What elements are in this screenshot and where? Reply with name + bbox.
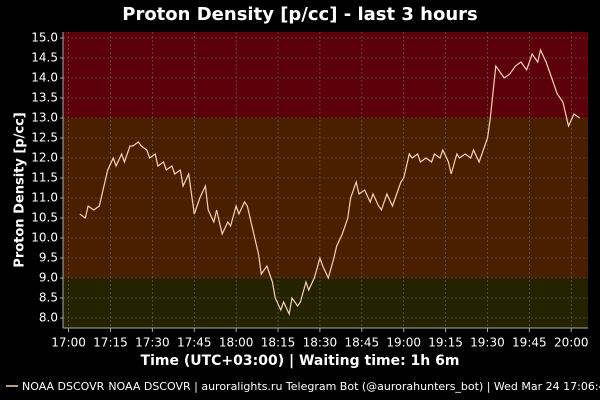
y-axis-label: Proton Density [p/cc] [13,112,28,267]
x-tick-label: 17:00 [51,336,86,350]
x-tick-label: 18:45 [345,336,380,350]
data-line [79,48,580,316]
footer: NOAA DSCOVR | auroralights.ru Telegram B… [108,380,600,393]
zone-band [63,278,588,328]
y-tick-label: 11.0 [31,191,58,205]
x-tick-label: 19:00 [386,336,421,350]
y-tick-label: 14.5 [31,51,58,65]
y-tick-label: 10.5 [31,211,58,225]
y-tick-label: 15.0 [31,31,58,45]
x-tick-label: 18:15 [261,336,296,350]
x-tick-label: 17:45 [177,336,212,350]
x-tick-label: 18:00 [219,336,254,350]
x-tick-label: 19:15 [428,336,463,350]
x-tick-label: 18:30 [303,336,338,350]
x-tick-label: 17:30 [135,336,170,350]
legend-label: NOAA DSCOVR [22,380,105,393]
x-axis-label: Time (UTC+03:00) | Waiting time: 1h 6m [141,353,460,369]
y-tick-label: 11.5 [31,171,58,185]
x-tick-label: 20:00 [554,336,589,350]
y-tick-label: 9.0 [39,271,58,285]
y-tick-label: 9.5 [39,251,58,265]
y-tick-label: 8.0 [39,311,58,325]
y-tick-label: 10.0 [31,231,58,245]
x-tick-label: 17:15 [93,336,128,350]
chart-title: Proton Density [p/cc] - last 3 hours [122,4,477,25]
y-tick-label: 12.5 [31,131,58,145]
x-tick-label: 19:45 [512,336,547,350]
y-tick-label: 14.0 [31,71,58,85]
y-tick-label: 13.5 [31,91,58,105]
y-tick-label: 8.5 [39,291,58,305]
zone-band [63,32,588,118]
zone-band [63,118,588,278]
y-tick-label: 13.0 [31,111,58,125]
x-tick-label: 19:30 [470,336,505,350]
y-tick-label: 12.0 [31,151,58,165]
